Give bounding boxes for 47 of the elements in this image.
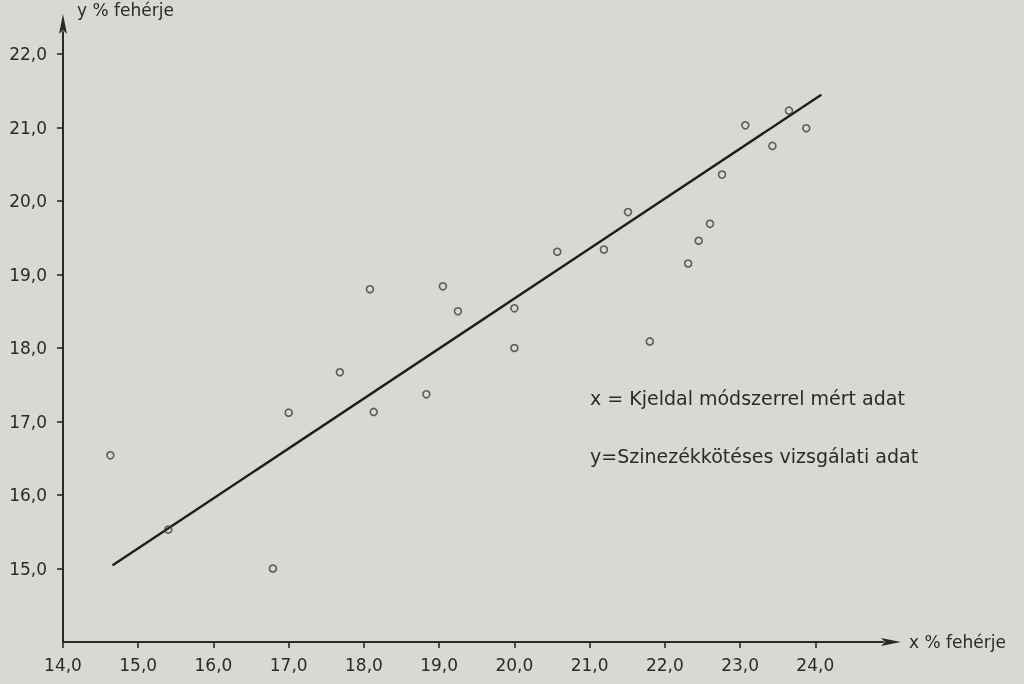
x-tick-label: 18,0	[344, 654, 383, 675]
point	[768, 141, 777, 151]
y-tick-label: 21,0	[9, 117, 47, 138]
point	[438, 281, 448, 291]
point	[801, 123, 811, 133]
point	[106, 451, 115, 460]
point	[268, 564, 278, 573]
x-tick-label: 17,0	[269, 654, 308, 675]
y-tick-label: 18,0	[9, 338, 47, 359]
point	[784, 106, 794, 115]
point	[164, 525, 173, 534]
point	[369, 407, 378, 417]
x-tick-label: 15,0	[119, 654, 158, 675]
x-tick-label: 21,0	[570, 654, 609, 675]
point	[717, 170, 727, 179]
y-tick-label: 20,0	[9, 191, 47, 212]
point	[453, 306, 463, 316]
x-tick-label: 20,0	[495, 654, 534, 675]
point	[623, 207, 633, 217]
x-tick-label: 22,0	[645, 654, 684, 675]
point	[335, 367, 345, 377]
point	[683, 259, 693, 268]
x-tick-label: 23,0	[721, 654, 759, 675]
y-tick-label: 22,0	[9, 44, 47, 65]
x-axis-title: x % fehérje	[909, 632, 1006, 652]
y-tick-label: 17,0	[9, 411, 47, 432]
y-tick-label: 19,0	[9, 264, 47, 285]
point	[422, 390, 431, 399]
point	[510, 343, 519, 353]
point	[284, 408, 293, 417]
y-axis-title: y % fehérje	[77, 0, 174, 20]
point	[645, 337, 655, 346]
x-tick-label: 24,0	[796, 654, 835, 675]
point	[510, 304, 519, 313]
x-tick-label: 19,0	[420, 654, 459, 675]
point	[552, 247, 562, 257]
annotation: y=Szinezékkötéses vizsgálati adat	[590, 445, 919, 467]
y-tick-label: 15,0	[9, 558, 47, 579]
point	[694, 236, 703, 246]
y-tick-label: 16,0	[9, 485, 47, 506]
point	[705, 219, 715, 229]
x-tick-label: 14,0	[44, 654, 82, 675]
point	[599, 245, 609, 254]
point	[741, 121, 750, 130]
point	[365, 284, 375, 294]
annotation: x = Kjeldal módszerrel mért adat	[590, 387, 905, 409]
x-tick-label: 16,0	[194, 654, 233, 675]
